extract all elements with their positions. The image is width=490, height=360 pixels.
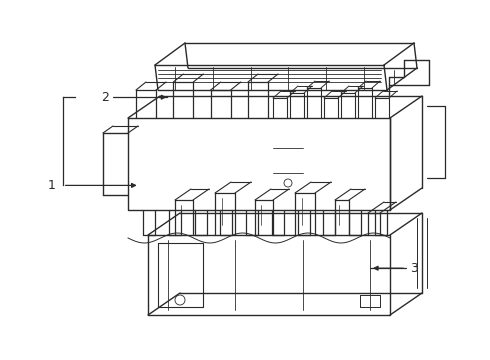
Text: 3: 3 <box>410 262 418 275</box>
Text: 2: 2 <box>101 91 109 104</box>
Text: 1: 1 <box>48 179 55 192</box>
